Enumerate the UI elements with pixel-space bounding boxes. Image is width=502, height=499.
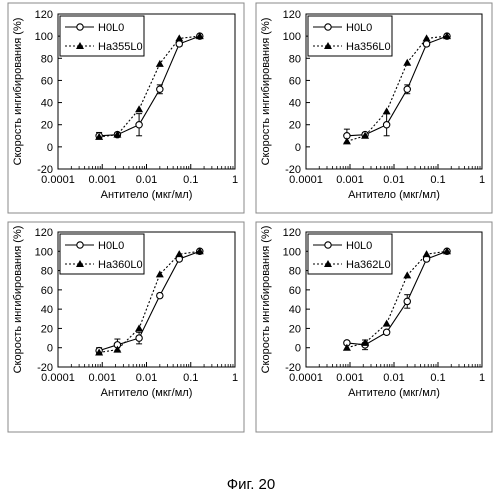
legend-label: Ha360L0 <box>98 259 143 271</box>
legend-label: Ha356L0 <box>346 41 391 53</box>
y-tick-label: 0 <box>47 142 53 154</box>
x-tick-label: 0.01 <box>136 372 157 384</box>
x-axis-label: Антитело (мкг/мл) <box>348 189 440 201</box>
y-tick-label: 120 <box>283 9 301 21</box>
y-tick-label: 120 <box>35 227 53 239</box>
x-tick-label: 1 <box>232 174 238 186</box>
y-tick-label: 40 <box>41 98 53 110</box>
legend: H0L0 Ha360L0 <box>60 234 144 274</box>
data-point-triangle <box>383 107 391 114</box>
x-tick-label: 0.01 <box>383 372 404 384</box>
x-tick-label: 1 <box>479 174 485 186</box>
data-point-triangle <box>383 320 391 327</box>
y-tick-label: 40 <box>289 98 301 110</box>
data-point-circle <box>157 86 163 92</box>
data-point-triangle <box>135 324 143 331</box>
data-point-circle <box>157 292 163 298</box>
data-point-triangle <box>423 34 431 41</box>
x-axis-label: Антитело (мкг/мл) <box>348 387 440 399</box>
data-point-circle <box>136 122 142 128</box>
x-tick-label: 0.001 <box>336 174 364 186</box>
data-point-triangle <box>135 105 143 112</box>
y-tick-label: 40 <box>289 304 301 316</box>
y-tick-label: 60 <box>41 285 53 297</box>
y-tick-label: 20 <box>41 323 53 335</box>
y-tick-label: 0 <box>295 142 301 154</box>
y-tick-label: 0 <box>47 343 53 355</box>
data-point-triangle <box>343 137 351 144</box>
chart-panel-1: -200204060801001200.00010.0010.010.11Ант… <box>8 3 244 213</box>
x-tick-label: 1 <box>232 372 238 384</box>
x-tick-label: 0.0001 <box>41 372 75 384</box>
legend-label: H0L0 <box>346 22 372 34</box>
y-tick-label: 60 <box>41 75 53 87</box>
y-tick-label: 20 <box>289 323 301 335</box>
x-tick-label: 0.1 <box>430 174 445 186</box>
x-tick-label: 0.01 <box>136 174 157 186</box>
x-tick-label: 0.001 <box>88 372 116 384</box>
legend-label: Ha355L0 <box>98 41 143 53</box>
data-point-circle <box>404 298 410 304</box>
data-point-circle <box>404 86 410 92</box>
y-tick-label: 20 <box>41 120 53 132</box>
legend-marker-circle <box>77 24 83 30</box>
x-tick-label: 0.0001 <box>289 372 323 384</box>
x-tick-label: 0.0001 <box>41 174 75 186</box>
y-axis-label: Скорость ингибирования (%) <box>12 18 24 166</box>
chart-panel-3: -200204060801001200.00010.0010.010.11Ант… <box>8 222 244 432</box>
y-tick-label: 60 <box>289 75 301 87</box>
y-tick-label: 20 <box>289 120 301 132</box>
y-tick-label: 100 <box>35 31 53 43</box>
figure-caption: Фиг. 20 <box>0 476 502 493</box>
legend-label: H0L0 <box>346 240 372 252</box>
x-tick-label: 0.0001 <box>289 174 323 186</box>
data-point-circle <box>383 122 389 128</box>
x-axis-label: Антитело (мкг/мл) <box>101 189 193 201</box>
y-tick-label: 80 <box>41 53 53 65</box>
x-axis-label: Антитело (мкг/мл) <box>101 387 193 399</box>
x-tick-label: 0.1 <box>183 174 198 186</box>
y-tick-label: 120 <box>283 227 301 239</box>
chart-panel-2: -200204060801001200.00010.0010.010.11Ант… <box>256 3 492 213</box>
legend-label: Ha362L0 <box>346 259 391 271</box>
y-axis-label: Скорость ингибирования (%) <box>12 226 24 374</box>
legend: H0L0 Ha362L0 <box>308 234 392 274</box>
x-tick-label: 0.1 <box>183 372 198 384</box>
x-tick-label: 0.01 <box>383 174 404 186</box>
y-tick-label: 100 <box>283 31 301 43</box>
legend-label: H0L0 <box>98 22 124 34</box>
legend: H0L0 Ha355L0 <box>60 16 144 56</box>
x-tick-label: 0.001 <box>336 372 364 384</box>
legend-marker-circle <box>325 242 331 248</box>
y-tick-label: 40 <box>41 304 53 316</box>
y-axis-label: Скорость ингибирования (%) <box>260 226 272 374</box>
y-tick-label: 0 <box>295 343 301 355</box>
x-tick-label: 0.001 <box>88 174 116 186</box>
legend: H0L0 Ha356L0 <box>308 16 392 56</box>
legend-marker-circle <box>77 242 83 248</box>
y-tick-label: 80 <box>41 266 53 278</box>
y-axis-label: Скорость ингибирования (%) <box>260 18 272 166</box>
data-point-circle <box>383 329 389 335</box>
x-tick-label: 1 <box>479 372 485 384</box>
data-point-triangle <box>423 250 431 257</box>
y-tick-label: 100 <box>35 246 53 258</box>
legend-label: H0L0 <box>98 240 124 252</box>
chart-panel-4: -200204060801001200.00010.0010.010.11Ант… <box>256 222 492 432</box>
y-tick-label: 60 <box>289 285 301 297</box>
data-point-circle <box>423 41 429 47</box>
y-tick-label: 80 <box>289 53 301 65</box>
y-tick-label: 80 <box>289 266 301 278</box>
data-point-triangle <box>156 270 164 277</box>
data-point-circle <box>136 335 142 341</box>
y-tick-label: 100 <box>283 246 301 258</box>
y-tick-label: 120 <box>35 9 53 21</box>
legend-marker-circle <box>325 24 331 30</box>
x-tick-label: 0.1 <box>430 372 445 384</box>
